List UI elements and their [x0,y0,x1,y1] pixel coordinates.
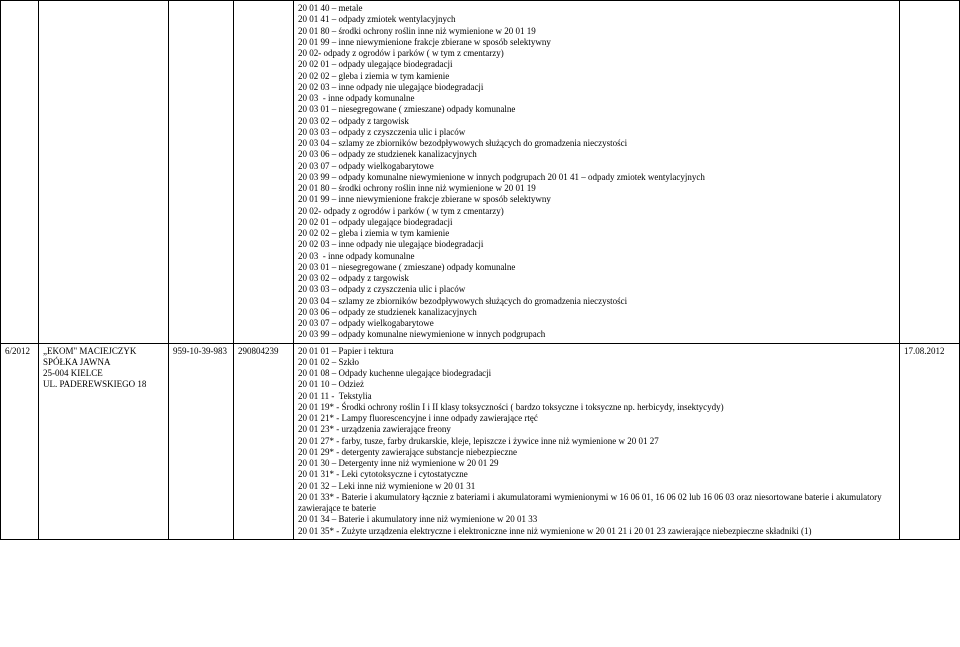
nip-number: 290804239 [234,343,294,539]
nip-number [234,1,294,344]
waste-code-line: 20 01 35* - Zużyte urządzenia elektryczn… [298,526,895,537]
waste-code-line: 20 01 23* - urządzenia zawierające freon… [298,424,895,435]
waste-code-line: 20 02- odpady z ogrodów i parków ( w tym… [298,48,895,59]
waste-code-line: 20 03 01 – niesegregowane ( zmieszane) o… [298,104,895,115]
waste-codes-table: 20 01 40 – metale20 01 41 – odpady zmiot… [0,0,960,540]
waste-code-line: 20 02 03 – inne odpady nie ulegające bio… [298,239,895,250]
waste-code-line: 20 03 04 – szlamy ze zbiorników bezodpły… [298,296,895,307]
waste-code-line: 20 01 30 – Detergenty inne niż wymienion… [298,458,895,469]
waste-code-line: 20 02 02 – gleba i ziemia w tym kamienie [298,71,895,82]
waste-code-line: 20 01 32 – Leki inne niż wymienione w 20… [298,481,895,492]
entry-date [900,1,960,344]
company-name [39,1,169,344]
waste-code-line: 20 01 33* - Baterie i akumulatory łączni… [298,492,895,515]
waste-code-line: 20 01 10 – Odzież [298,379,895,390]
waste-code-line: 20 01 27* - farby, tusze, farby drukarsk… [298,436,895,447]
waste-code-line: 20 03 04 – szlamy ze zbiorników bezodpły… [298,138,895,149]
waste-code-line: 20 03 01 – niesegregowane ( zmieszane) o… [298,262,895,273]
waste-code-line: 20 01 31* - Leki cytotoksyczne i cytosta… [298,469,895,480]
waste-code-line: 20 01 19* - Środki ochrony roślin I i II… [298,402,895,413]
waste-code-line: 20 03 99 – odpady komunalne niewymienion… [298,329,895,340]
waste-code-line: 20 02- odpady z ogrodów i parków ( w tym… [298,206,895,217]
waste-code-line: 20 01 21* - Lampy fluorescencyjne i inne… [298,413,895,424]
waste-code-line: 20 01 11 - Tekstylia [298,391,895,402]
entry-date: 17.08.2012 [900,343,960,539]
waste-code-line: 20 03 07 – odpady wielkogabarytowe [298,161,895,172]
waste-code-line: 20 01 40 – metale [298,3,895,14]
waste-code-line: 20 02 02 – gleba i ziemia w tym kamienie [298,228,895,239]
waste-code-line: 20 03 03 – odpady z czyszczenia ulic i p… [298,284,895,295]
table-row: 20 01 40 – metale20 01 41 – odpady zmiot… [1,1,960,344]
waste-code-line: 20 01 99 – inne niewymienione frakcje zb… [298,37,895,48]
waste-codes-content: 20 01 01 – Papier i tektura20 01 02 – Sz… [294,343,900,539]
company-name: „EKOM" MACIEJCZYK SPÓŁKA JAWNA 25-004 KI… [39,343,169,539]
regon-number: 959-10-39-983 [169,343,234,539]
waste-code-line: 20 02 03 – inne odpady nie ulegające bio… [298,82,895,93]
waste-code-line: 20 03 - inne odpady komunalne [298,251,895,262]
waste-code-line: 20 03 02 – odpady z targowisk [298,273,895,284]
waste-code-line: 20 01 41 – odpady zmiotek wentylacyjnych [298,14,895,25]
waste-code-line: 20 02 01 – odpady ulegające biodegradacj… [298,217,895,228]
waste-code-line: 20 03 - inne odpady komunalne [298,93,895,104]
waste-code-line: 20 03 07 – odpady wielkogabarytowe [298,318,895,329]
waste-code-line: 20 02 01 – odpady ulegające biodegradacj… [298,59,895,70]
waste-code-line: 20 03 06 – odpady ze studzienek kanaliza… [298,149,895,160]
waste-code-line: 20 03 06 – odpady ze studzienek kanaliza… [298,307,895,318]
entry-number: 6/2012 [1,343,39,539]
waste-code-line: 20 01 99 – inne niewymienione frakcje zb… [298,194,895,205]
waste-code-line: 20 01 29* - detergenty zawierające subst… [298,447,895,458]
table-row: 6/2012„EKOM" MACIEJCZYK SPÓŁKA JAWNA 25-… [1,343,960,539]
waste-code-line: 20 01 01 – Papier i tektura [298,346,895,357]
waste-code-line: 20 01 08 – Odpady kuchenne ulegające bio… [298,368,895,379]
waste-code-line: 20 03 99 – odpady komunalne niewymienion… [298,172,895,183]
waste-codes-content: 20 01 40 – metale20 01 41 – odpady zmiot… [294,1,900,344]
entry-number [1,1,39,344]
waste-code-line: 20 01 80 – środki ochrony roślin inne ni… [298,183,895,194]
waste-code-line: 20 01 80 – środki ochrony roślin inne ni… [298,26,895,37]
waste-code-line: 20 03 02 – odpady z targowisk [298,116,895,127]
waste-code-line: 20 03 03 – odpady z czyszczenia ulic i p… [298,127,895,138]
waste-code-line: 20 01 34 – Baterie i akumulatory inne ni… [298,514,895,525]
waste-code-line: 20 01 02 – Szkło [298,357,895,368]
regon-number [169,1,234,344]
